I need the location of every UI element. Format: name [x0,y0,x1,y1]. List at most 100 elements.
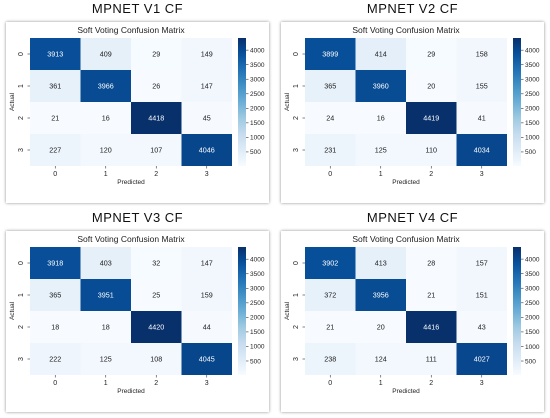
heatmap-cell-r3-c0 [305,343,356,375]
cell-value-label: 120 [100,146,112,155]
cell-value-label: 21 [51,114,59,123]
heatmap-cell-r2-c1 [80,102,131,134]
cell-value-label: 159 [201,291,213,300]
cell-value-label: 155 [476,82,488,91]
confusion-matrix-chart: Soft Voting Confusion Matrix 3899 414 29 158… [284,25,540,186]
heatmap-cell-r0-c0 [30,247,81,279]
heatmap-cell-r2-c0 [30,311,81,343]
heatmap-cell-r0-c1 [355,247,406,279]
colorbar-tick-label: 500 [525,149,536,156]
cell-value-label: 149 [201,50,213,59]
heatmap-cell-r0-c1 [80,247,131,279]
heatmap-cell-r0-c1 [355,38,406,70]
colorbar-tick-label: 3500 [250,62,265,69]
heatmap-cell-r1-c3 [456,70,507,102]
colorbar-tick-label: 1500 [250,329,265,336]
cell-value-label: 28 [427,259,435,268]
colorbar-tick-label: 3500 [525,62,540,69]
heatmap-cell-r2-c1 [80,311,131,343]
cell-value-label: 26 [152,82,160,91]
heatmap-cell-r2-c2 [406,102,457,134]
colorbar-tick-label: 2500 [250,300,265,307]
cf-panel-v4: MPNET V4 CF Soft Voting Confusion Matrix… [275,209,550,418]
x-tick-label: 2 [154,171,158,178]
heatmap-cell-r3-c3 [456,343,507,375]
heatmap-cell-r0-c0 [305,38,356,70]
x-tick-label: 1 [104,171,108,178]
colorbar [513,247,521,375]
colorbar-tick-label: 1000 [250,135,265,142]
cell-value-label: 365 [324,82,336,91]
cell-value-label: 29 [427,50,435,59]
heatmap-cell-r0-c2 [131,247,182,279]
colorbar [513,38,521,166]
cell-value-label: 147 [201,259,213,268]
heatmap-cell-r3-c3 [181,343,232,375]
heatmap-cell-r0-c3 [456,38,507,70]
colorbar [238,38,246,166]
cell-value-label: 231 [324,146,336,155]
heatmap-cell-r3-c2 [406,134,457,166]
cell-value-label: 157 [476,259,488,268]
colorbar-tick-label: 2000 [525,315,540,322]
cell-value-label: 413 [375,259,387,268]
cell-value-label: 4027 [474,355,490,364]
cell-value-label: 4420 [148,323,164,332]
cell-value-label: 25 [152,291,160,300]
heatmap-cell-r1-c1 [355,279,406,311]
cell-value-label: 32 [152,259,160,268]
chart-frame: Soft Voting Confusion Matrix 3913 409 29 149… [6,22,269,203]
confusion-matrix-chart: Soft Voting Confusion Matrix 3913 409 29 149… [9,25,265,186]
heatmap-cell-r2-c1 [355,102,406,134]
colorbar-tick-label: 4000 [525,47,540,54]
cf-panel-v3: MPNET V3 CF Soft Voting Confusion Matrix… [0,209,275,418]
y-tick-label: 3 [293,148,300,152]
cell-value-label: 4416 [423,323,439,332]
chart-title: Soft Voting Confusion Matrix [352,234,460,244]
heatmap-cell-r1-c2 [131,279,182,311]
cf-panel-v1: MPNET V1 CF Soft Voting Confusion Matrix… [0,0,275,209]
y-tick-label: 2 [293,325,300,329]
cell-value-label: 110 [426,146,437,155]
heatmap-cell-r1-c0 [30,279,81,311]
heatmap-cell-r3-c1 [80,343,131,375]
x-tick-label: 1 [379,171,383,178]
heatmap-cell-r1-c0 [30,70,81,102]
y-tick-label: 2 [293,116,300,120]
heatmap-cell-r2-c2 [131,311,182,343]
colorbar-tick-label: 2500 [525,91,540,98]
x-tick-label: 0 [328,171,332,178]
y-axis-label: Actual [284,301,291,320]
x-axis-label: Predicted [117,179,145,186]
cell-value-label: 3951 [98,291,114,300]
cell-value-label: 20 [377,323,385,332]
cell-value-label: 4034 [474,146,490,155]
panel-title: MPNET V3 CF [91,210,184,225]
y-tick-label: 1 [18,84,25,88]
cell-value-label: 409 [100,50,112,59]
cell-value-label: 29 [152,50,160,59]
cell-value-label: 124 [375,355,387,364]
cell-value-label: 21 [326,323,334,332]
cell-value-label: 45 [203,114,211,123]
colorbar-tick-label: 3500 [250,271,265,278]
cell-value-label: 21 [427,291,435,300]
heatmap-cell-r1-c1 [355,70,406,102]
confusion-matrix-chart: Soft Voting Confusion Matrix 3902 413 28 157… [284,234,540,395]
colorbar [238,247,246,375]
heatmap-cell-r2-c3 [181,311,232,343]
x-tick-label: 3 [205,171,209,178]
colorbar-tick-label: 2500 [525,300,540,307]
cell-value-label: 3899 [322,50,338,59]
heatmap-cell-r3-c1 [80,134,131,166]
heatmap-cell-r0-c0 [305,247,356,279]
colorbar-tick-label: 4000 [250,47,265,54]
heatmap-cell-r0-c0 [30,38,81,70]
cell-value-label: 372 [324,291,336,300]
x-tick-label: 2 [154,380,158,387]
cell-value-label: 414 [375,50,387,59]
cell-value-label: 20 [427,82,435,91]
heatmap-cell-r0-c2 [131,38,182,70]
heatmap-cell-r1-c1 [80,279,131,311]
heatmap-cell-r0-c2 [406,247,457,279]
